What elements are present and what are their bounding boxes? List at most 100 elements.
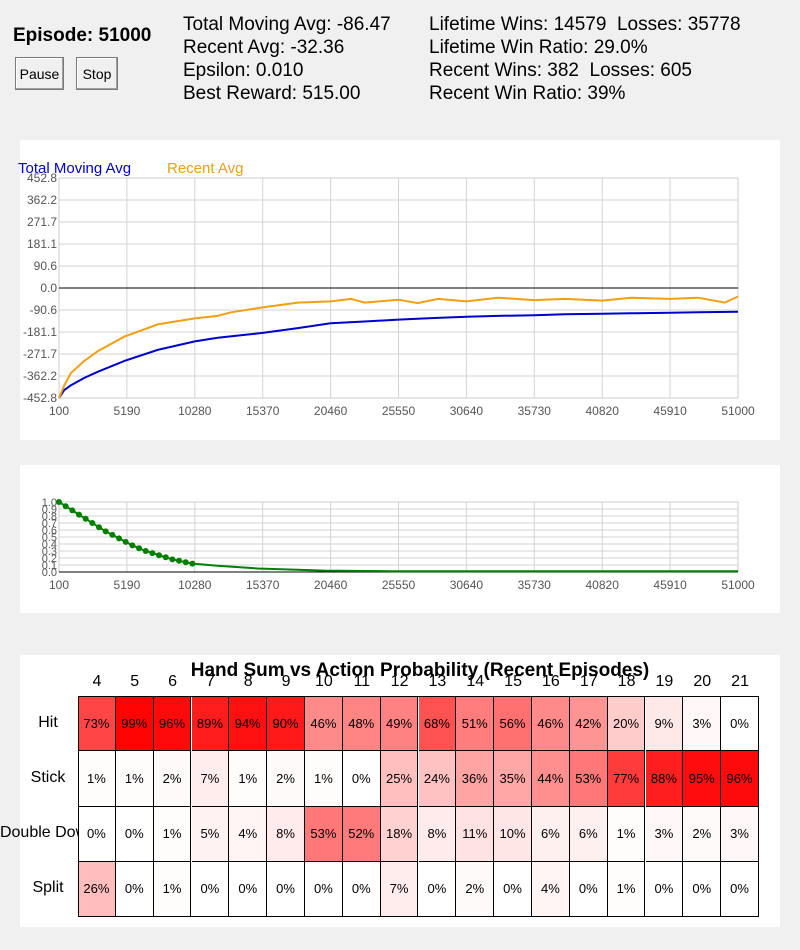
heatmap-column-header: 9 [281, 673, 291, 690]
heatmap-cell: 0% [115, 861, 154, 917]
recent-win-ratio-stat: Recent Win Ratio: 39% [429, 83, 626, 104]
heatmap-cell: 2% [456, 861, 495, 917]
heatmap-cell: 1% [78, 751, 116, 807]
heatmap-cell: 5% [191, 806, 230, 862]
heatmap-cell: 95% [683, 751, 722, 807]
heatmap-cell: 96% [153, 696, 192, 752]
heatmap-column-header: 8 [243, 673, 253, 690]
heatmap-column-header: 12 [390, 673, 409, 690]
heatmap-cell: 0% [683, 861, 722, 917]
heatmap-row-label: Stick [30, 768, 66, 786]
heatmap-cell: 2% [267, 751, 305, 807]
heatmap-cell: 0% [191, 861, 230, 917]
heatmap-column-header: 18 [617, 673, 636, 690]
heatmap-cell: 24% [418, 751, 457, 807]
heatmap-cell: 48% [342, 696, 381, 752]
heatmap-column-header: 16 [542, 673, 560, 690]
heatmap-cell: 18% [380, 806, 419, 862]
episode-label: Episode: 51000 [13, 25, 152, 46]
heatmap-cell: 0% [342, 861, 381, 917]
heatmap-cell: 94% [229, 696, 268, 752]
reward-chart-panel [20, 140, 780, 440]
heatmap-column-header: 11 [353, 673, 371, 690]
heatmap-cell: 4% [229, 806, 268, 862]
heatmap-title: Hand Sum vs Action Probability (Recent E… [190, 660, 650, 681]
epsilon-chart-panel [20, 465, 780, 613]
heatmap-cell: 1% [305, 751, 343, 807]
heatmap-cell: 88% [645, 751, 684, 807]
heatmap-cell: 0% [645, 861, 684, 917]
heatmap-cell: 3% [721, 806, 759, 862]
heatmap-cell: 0% [115, 806, 154, 862]
heatmap-cell: 0% [418, 861, 457, 917]
heatmap-cell: 7% [191, 751, 230, 807]
heatmap-column-header: 6 [168, 673, 178, 690]
heatmap-cell: 3% [683, 696, 722, 752]
recent-avg-stat: Recent Avg: -32.36 [183, 37, 345, 58]
heatmap-cell: 68% [418, 696, 457, 752]
heatmap-column-header: 14 [466, 673, 485, 690]
heatmap-cell: 2% [683, 806, 722, 862]
heatmap-column-header: 17 [579, 673, 598, 690]
heatmap-column-header: 10 [315, 673, 333, 690]
heatmap-cell: 0% [305, 861, 343, 917]
heatmap-cell: 25% [380, 751, 419, 807]
heatmap-cell: 1% [153, 806, 192, 862]
lifetime-wins-losses-stat: Lifetime Wins: 14579 Losses: 35778 [429, 14, 741, 35]
heatmap-grid: 73% 99% 96% 89% 94% 90% 46% 48% 49% 68% 51% 56% 46% 4… [78, 696, 759, 917]
heatmap-cell: 8% [418, 806, 457, 862]
heatmap-column-header: 15 [504, 673, 522, 690]
heatmap-cell: 11% [456, 806, 495, 862]
heatmap-cell: 49% [380, 696, 419, 752]
heatmap-cell: 3% [645, 806, 684, 862]
heatmap-column-header: 19 [655, 673, 674, 690]
heatmap-cell: 46% [532, 696, 570, 752]
heatmap-cell: 46% [305, 696, 343, 752]
heatmap-column-header: 7 [205, 673, 215, 690]
epsilon-stat: Epsilon: 0.010 [183, 60, 304, 81]
heatmap-cell: 0% [569, 861, 608, 917]
heatmap-cell: 42% [569, 696, 608, 752]
heatmap-cell: 7% [380, 861, 419, 917]
heatmap-column-header: 13 [428, 673, 447, 690]
heatmap-cell: 52% [342, 806, 381, 862]
recent-wins-losses-stat: Recent Wins: 382 Losses: 605 [429, 60, 692, 81]
heatmap-cell: 0% [494, 861, 532, 917]
heatmap-cell: 35% [494, 751, 532, 807]
heatmap-row-label: Split [32, 879, 64, 897]
heatmap-cell: 99% [115, 696, 154, 752]
stop-button[interactable]: Stop [76, 57, 118, 90]
heatmap-cell: 56% [494, 696, 532, 752]
heatmap-cell: 20% [607, 696, 646, 752]
heatmap-cell: 36% [456, 751, 495, 807]
heatmap-cell: 53% [569, 751, 608, 807]
heatmap-cell: 6% [532, 806, 570, 862]
heatmap-cell: 73% [78, 696, 116, 752]
heatmap-cell: 1% [607, 806, 646, 862]
heatmap-cell: 2% [153, 751, 192, 807]
pause-button[interactable]: Pause [15, 57, 64, 90]
heatmap-cell: 0% [229, 861, 268, 917]
heatmap-cell: 0% [267, 861, 305, 917]
best-reward-stat: Best Reward: 515.00 [183, 83, 361, 104]
heatmap-cell: 90% [267, 696, 305, 752]
heatmap-cell: 1% [229, 751, 268, 807]
heatmap-cell: 6% [569, 806, 608, 862]
heatmap-cell: 26% [78, 861, 116, 917]
heatmap-cell: 9% [645, 696, 684, 752]
heatmap-cell: 4% [532, 861, 570, 917]
heatmap-cell: 8% [267, 806, 305, 862]
heatmap-cell: 0% [721, 861, 759, 917]
heatmap-cell: 1% [607, 861, 646, 917]
heatmap-cell: 10% [494, 806, 532, 862]
total-moving-avg-stat: Total Moving Avg: -86.47 [183, 14, 391, 35]
heatmap-column-header: 4 [92, 673, 102, 690]
heatmap-cell: 0% [342, 751, 381, 807]
heatmap-row-label: Hit [38, 713, 58, 731]
heatmap-cell: 89% [191, 696, 230, 752]
heatmap-column-header: 21 [731, 673, 749, 690]
heatmap-cell: 0% [721, 696, 759, 752]
heatmap-cell: 1% [115, 751, 154, 807]
lifetime-win-ratio-stat: Lifetime Win Ratio: 29.0% [429, 37, 648, 58]
heatmap-cell: 1% [153, 861, 192, 917]
